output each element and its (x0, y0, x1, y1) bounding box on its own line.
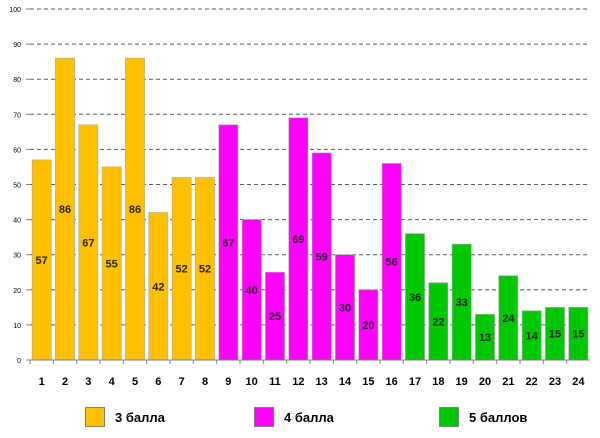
legend-label-4-balla: 4 балла (284, 409, 334, 425)
data-label-2: 86 (59, 204, 71, 216)
x-tick-label-4: 4 (109, 376, 116, 388)
y-axis-ticks: 0 10 20 30 40 50 60 70 80 90 100 (9, 7, 30, 365)
y-tick-label: 100 (9, 7, 21, 14)
x-tick-label-5: 5 (132, 376, 138, 388)
y-tick-label: 40 (13, 218, 21, 225)
x-tick-label-19: 19 (456, 376, 468, 388)
data-label-11: 25 (269, 311, 281, 323)
data-label-1: 57 (36, 255, 48, 267)
x-tick-label-24: 24 (572, 376, 585, 388)
y-tick-label: 0 (17, 358, 21, 365)
x-tick-label-15: 15 (362, 376, 374, 388)
legend-label-3-balla: 3 балла (115, 409, 165, 425)
x-tick-label-1: 1 (39, 376, 45, 388)
data-label-18: 22 (432, 316, 444, 328)
data-label-19: 33 (456, 297, 468, 309)
data-label-23: 15 (549, 329, 561, 341)
data-label-22: 14 (526, 330, 539, 342)
x-tick-label-17: 17 (409, 376, 421, 388)
x-tick-label-23: 23 (549, 376, 561, 388)
data-label-5: 86 (129, 204, 141, 216)
x-tick-label-2: 2 (62, 376, 68, 388)
x-tick-label-9: 9 (225, 376, 231, 388)
x-tick-label-16: 16 (386, 376, 398, 388)
x-tick-label-18: 18 (432, 376, 444, 388)
legend-swatch-4-balla (254, 407, 274, 427)
data-label-4: 55 (106, 258, 118, 270)
x-tick-label-10: 10 (246, 376, 258, 388)
x-tick-label-20: 20 (479, 376, 491, 388)
legend-item-5-ballov: 5 баллов (439, 405, 527, 429)
data-label-9: 67 (222, 237, 234, 249)
data-label-16: 56 (386, 257, 398, 269)
data-label-21: 24 (502, 313, 515, 325)
y-tick-label: 80 (13, 77, 21, 84)
data-label-14: 30 (339, 302, 351, 314)
y-tick-label: 90 (13, 42, 21, 49)
data-label-20: 13 (479, 332, 491, 344)
data-label-15: 20 (362, 320, 374, 332)
x-tick-label-14: 14 (339, 376, 352, 388)
x-tick-label-12: 12 (292, 376, 304, 388)
data-label-7: 52 (176, 264, 188, 276)
x-tick-label-11: 11 (269, 376, 281, 388)
data-label-3: 67 (82, 237, 94, 249)
gridlines (30, 8, 590, 326)
y-tick-label: 20 (13, 288, 21, 295)
x-tick-label-3: 3 (85, 376, 91, 388)
x-tick-label-7: 7 (179, 376, 185, 388)
data-label-17: 36 (409, 292, 421, 304)
bars: 57 86 67 55 86 42 52 52 67 40 25 69 59 30 20 56 36 22 33 13… (31, 57, 589, 361)
data-label-24: 15 (572, 329, 584, 341)
x-tick-label-22: 22 (526, 376, 538, 388)
legend-label-5-ballov: 5 баллов (469, 409, 528, 425)
y-tick-label: 50 (13, 183, 21, 190)
y-tick-label: 10 (13, 323, 21, 330)
data-label-6: 42 (152, 281, 164, 293)
y-tick-label: 60 (13, 147, 21, 154)
legend-swatch-3-balla (85, 407, 105, 427)
data-label-10: 40 (246, 285, 258, 297)
x-tick-label-6: 6 (155, 376, 161, 388)
data-label-13: 59 (316, 251, 328, 263)
y-tick-label: 70 (13, 112, 21, 119)
data-label-12: 69 (292, 234, 304, 246)
legend-swatch-5-ballov (439, 407, 459, 427)
legend-item-4-balla: 4 балла (254, 405, 334, 429)
x-axis-ticks: 1 2 3 4 5 6 7 8 9 10 11 12 13 14 15 16 17 18 19 20 21 22 23 24 (29, 360, 585, 388)
x-tick-label-21: 21 (502, 376, 514, 388)
x-tick-label-8: 8 (202, 376, 208, 388)
legend-item-3-balla: 3 балла (85, 405, 165, 429)
data-label-8: 52 (199, 264, 211, 276)
x-tick-label-13: 13 (316, 376, 328, 388)
y-tick-label: 30 (13, 253, 21, 260)
